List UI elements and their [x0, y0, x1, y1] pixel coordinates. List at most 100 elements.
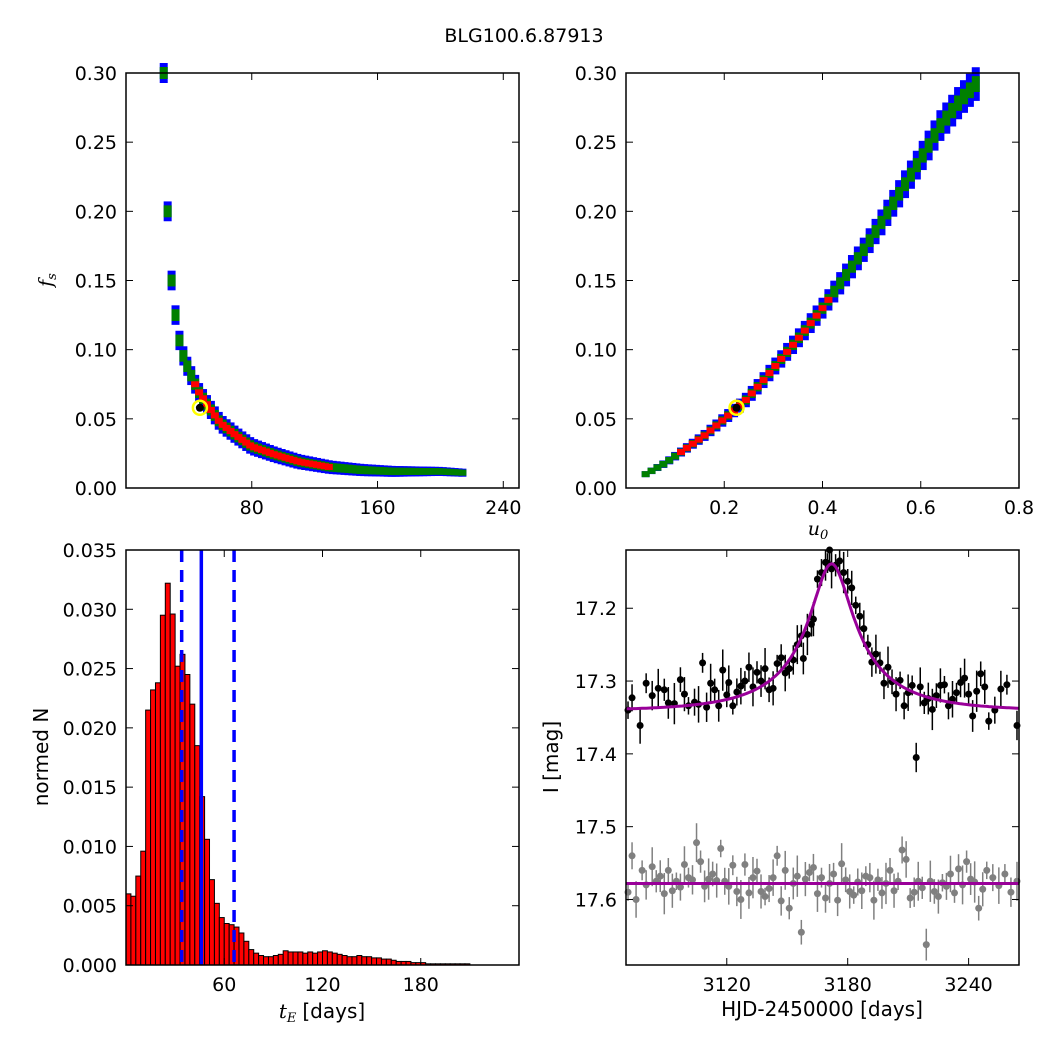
histogram-bar	[376, 957, 382, 966]
figure-title: BLG100.6.87913	[444, 25, 603, 47]
confidence-cell	[741, 397, 750, 404]
data-point	[761, 893, 769, 901]
y-tick-label: 0.020	[63, 718, 117, 740]
confidence-cell	[753, 383, 762, 390]
data-point	[830, 870, 838, 878]
histogram-bar	[258, 955, 265, 966]
confidence-cell	[883, 206, 892, 220]
y-tick-label: 0.005	[63, 896, 117, 918]
panel-u0-fs: 0.2 0.4 0.6 0.8 0.00 0.05 0.10 0.15 0.20 0.25 0.30…	[575, 63, 1034, 543]
y-tick-label: 0.25	[75, 132, 117, 154]
data-point	[733, 887, 741, 895]
histogram-bar	[154, 682, 161, 966]
y-tick-label: 0.30	[575, 63, 617, 85]
confidence-cell	[222, 424, 231, 431]
data-point	[878, 889, 886, 897]
y-tick-label: 0.000	[63, 955, 117, 977]
data-point	[838, 860, 846, 868]
confidence-cell	[195, 389, 204, 396]
data-point	[951, 889, 959, 897]
data-point	[961, 674, 969, 682]
data-point	[890, 887, 898, 895]
x-tick-label: 60	[212, 974, 236, 996]
histogram-bar	[135, 875, 142, 966]
data-point	[737, 895, 745, 903]
x-tick-label: 0.4	[807, 497, 837, 519]
confidence-cell	[653, 464, 662, 471]
u0-fs-heatmap	[641, 67, 980, 478]
confidence-cell	[179, 350, 188, 362]
data-point	[745, 889, 753, 897]
y-tick-label: 0.30	[75, 63, 117, 85]
histogram-bar	[351, 956, 358, 966]
te-histogram-ylabel: normed N	[29, 708, 53, 807]
confidence-cell	[700, 432, 709, 439]
data-point	[1007, 888, 1015, 896]
data-point	[963, 858, 971, 866]
confidence-cell	[930, 128, 939, 143]
data-point	[741, 677, 749, 685]
data-point	[642, 679, 650, 687]
data-point	[648, 692, 656, 700]
histogram-bar	[317, 951, 323, 966]
confidence-cell	[824, 296, 833, 303]
confidence-cell	[889, 196, 898, 211]
lightcurve-axes: 3120 3180 3240 17.2 17.3 17.4 17.5 17.6	[575, 550, 1019, 996]
data-point	[636, 721, 644, 729]
x-tick-label: 120	[304, 974, 340, 996]
data-point	[799, 654, 807, 662]
confidence-cell	[812, 312, 821, 319]
confidence-cell	[906, 167, 915, 182]
histogram-bar	[380, 958, 387, 966]
histogram-bar	[140, 850, 147, 966]
model-curve	[625, 562, 1020, 711]
data-point	[707, 679, 715, 687]
data-point	[813, 890, 821, 898]
y-tick-label: 0.10	[575, 340, 617, 362]
y-tick-label: 0.035	[63, 540, 117, 562]
data-point	[809, 615, 817, 623]
x-tick-label: 240	[485, 497, 521, 519]
confidence-cell	[183, 360, 192, 373]
data-point	[676, 676, 684, 684]
confidence-cell	[765, 370, 774, 377]
y-tick-label: 0.015	[63, 777, 117, 799]
data-point	[793, 872, 801, 880]
te-histogram-axes: 60 120 180 0.000 0.005 0.010 0.015 0.020 0.025 0.…	[63, 540, 519, 996]
data-point	[822, 894, 830, 902]
histogram-bar	[169, 613, 176, 966]
confidence-cell	[936, 118, 945, 133]
best-fit-marker	[728, 399, 745, 417]
data-point	[912, 754, 920, 761]
data-point	[693, 839, 701, 847]
data-point	[918, 884, 926, 892]
data-point	[719, 666, 727, 674]
confidence-cell	[199, 395, 208, 402]
data-point	[965, 690, 973, 698]
data-point	[753, 867, 761, 875]
data-point	[856, 612, 864, 620]
confidence-cell	[924, 138, 933, 153]
confidence-cell	[918, 148, 927, 163]
data-point	[989, 874, 997, 882]
data-point	[866, 874, 874, 882]
te-fs-axes: 80 160 240 0.00 0.05 0.10 0.15 0.20 0.25 0.30	[75, 63, 522, 519]
y-tick-label: 0.25	[575, 132, 617, 154]
data-point	[777, 654, 785, 662]
data-point	[703, 703, 711, 711]
data-point	[711, 686, 719, 694]
confidence-cell	[877, 215, 886, 229]
histogram-bar	[238, 932, 245, 966]
confidence-cell	[735, 402, 744, 409]
y-tick-label: 0.010	[63, 836, 117, 858]
histogram-bar	[346, 956, 353, 966]
data-point	[769, 874, 777, 882]
data-point	[848, 584, 856, 592]
data-point	[916, 683, 924, 691]
data-point	[803, 630, 811, 638]
data-point	[858, 887, 866, 895]
y-tick-label: 0.15	[75, 271, 117, 293]
data-point	[809, 863, 817, 871]
data-point	[979, 885, 987, 893]
data-point	[813, 575, 821, 583]
